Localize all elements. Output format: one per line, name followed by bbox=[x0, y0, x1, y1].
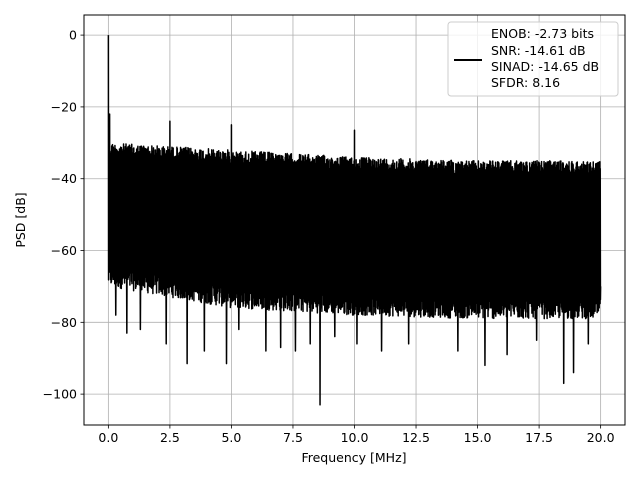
y-axis-label: PSD [dB] bbox=[13, 192, 28, 247]
legend-entry-sfdr: SFDR: 8.16 bbox=[491, 75, 560, 90]
x-axis-label: Frequency [MHz] bbox=[301, 450, 406, 465]
legend-entry-enob: ENOB: -2.73 bits bbox=[491, 26, 594, 41]
plot-area bbox=[107, 35, 602, 406]
x-tick-label: 0.0 bbox=[98, 430, 118, 445]
x-tick-label: 2.5 bbox=[160, 430, 180, 445]
y-tick-label: 0 bbox=[69, 28, 77, 43]
y-tick-label: −100 bbox=[43, 387, 77, 402]
x-tick-label: 17.5 bbox=[525, 430, 553, 445]
psd-series-line bbox=[107, 35, 602, 406]
y-tick-label: −40 bbox=[51, 171, 77, 186]
x-tick-label: 5.0 bbox=[221, 430, 241, 445]
y-tick-label: −60 bbox=[51, 243, 77, 258]
legend-box bbox=[447, 21, 619, 97]
x-tick-label: 20.0 bbox=[587, 430, 615, 445]
y-tick-label: −80 bbox=[51, 315, 77, 330]
y-tick-label: −20 bbox=[51, 99, 77, 114]
y-axis-ticks: 0 −20 −40 −60 −80 −100 bbox=[43, 28, 84, 402]
x-tick-label: 7.5 bbox=[283, 430, 303, 445]
legend-entry-sinad: SINAD: -14.65 dB bbox=[491, 59, 599, 74]
legend-entry-snr: SNR: -14.61 dB bbox=[491, 43, 586, 58]
x-tick-label: 15.0 bbox=[464, 430, 492, 445]
legend: ENOB: -2.73 bits SNR: -14.61 dB SINAD: -… bbox=[447, 21, 619, 97]
x-tick-label: 12.5 bbox=[402, 430, 430, 445]
x-axis-ticks: 0.0 2.5 5.0 7.5 10.0 12.5 15.0 17.5 20.0 bbox=[98, 425, 615, 445]
x-tick-label: 10.0 bbox=[341, 430, 369, 445]
